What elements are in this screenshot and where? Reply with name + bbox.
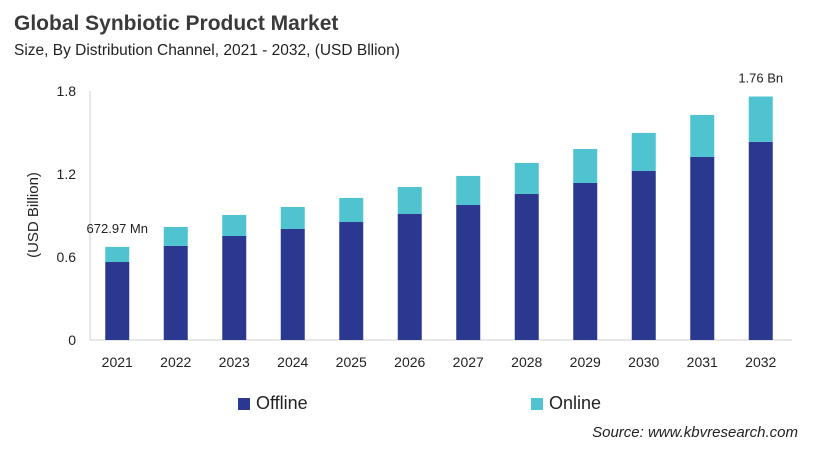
bar-offline-2031 xyxy=(690,156,715,340)
x-tick-label: 2030 xyxy=(628,354,659,370)
legend-label: Offline xyxy=(256,393,308,413)
chart-title: Global Synbiotic Product Market xyxy=(14,12,339,35)
bar-online-2031 xyxy=(690,114,715,157)
bar-online-2025 xyxy=(339,197,364,223)
y-tick-label: 0.6 xyxy=(57,249,77,265)
bar-online-2028 xyxy=(514,162,539,194)
x-tick-label: 2022 xyxy=(160,354,191,370)
legend-item-offline: Offline xyxy=(238,393,308,414)
x-tick-label: 2026 xyxy=(394,354,425,370)
x-tick-label: 2024 xyxy=(277,354,308,370)
bar-online-2027 xyxy=(456,175,481,205)
y-axis-label: (USD Billion) xyxy=(25,172,42,258)
bar-online-2029 xyxy=(573,148,598,183)
bar-offline-2024 xyxy=(280,228,305,340)
x-tick-label: 2031 xyxy=(687,354,718,370)
bar-offline-2032 xyxy=(748,141,773,340)
x-tick-label: 2021 xyxy=(102,354,133,370)
bar-online-2026 xyxy=(397,187,422,214)
legend-label: Online xyxy=(549,393,602,413)
bar-offline-2030 xyxy=(631,170,656,340)
y-tick-label: 1.2 xyxy=(57,166,77,182)
bar-online-2030 xyxy=(631,132,656,171)
bar-offline-2025 xyxy=(339,222,364,340)
bar-offline-2029 xyxy=(573,182,598,340)
x-tick-label: 2027 xyxy=(453,354,484,370)
legend-swatch-online xyxy=(531,397,543,410)
x-tick-label: 2032 xyxy=(745,354,776,370)
x-tick-label: 2025 xyxy=(336,354,367,370)
bar-offline-2026 xyxy=(397,213,422,340)
x-tick-label: 2023 xyxy=(219,354,250,370)
x-tick-label: 2029 xyxy=(570,354,601,370)
data-label: 1.76 Bn xyxy=(738,71,783,86)
legend-item-online: Online xyxy=(531,393,601,414)
source-note: Source: www.kbvresearch.com xyxy=(592,424,798,441)
bar-offline-2028 xyxy=(514,193,539,340)
bar-offline-2023 xyxy=(222,235,247,340)
bar-online-2022 xyxy=(163,226,188,246)
legend-swatch-offline xyxy=(238,397,250,410)
bar-online-2023 xyxy=(222,214,247,236)
bar-offline-2022 xyxy=(163,245,188,340)
bar-online-2032 xyxy=(748,96,773,142)
data-label: 672.97 Mn xyxy=(87,221,148,236)
x-tick-label: 2028 xyxy=(511,354,542,370)
bar-offline-2027 xyxy=(456,204,481,340)
bar-online-2021 xyxy=(105,246,130,262)
bar-online-2024 xyxy=(280,206,305,229)
bar-offline-2021 xyxy=(105,261,130,340)
y-tick-label: 1.8 xyxy=(57,83,77,99)
y-tick-label: 0 xyxy=(68,332,76,348)
chart-subtitle: Size, By Distribution Channel, 2021 - 20… xyxy=(14,42,400,59)
